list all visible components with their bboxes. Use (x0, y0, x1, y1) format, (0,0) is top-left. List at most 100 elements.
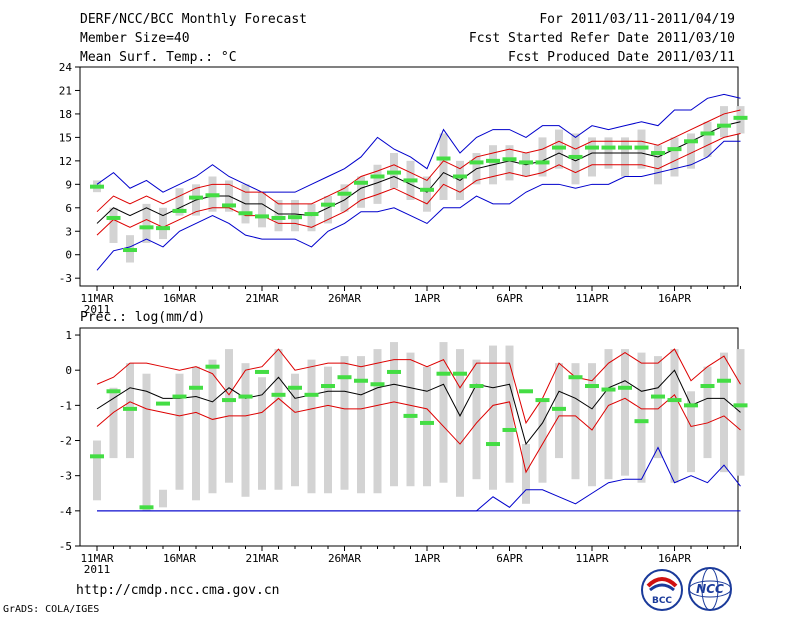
ensemble-box (373, 349, 382, 494)
observed-marker (651, 394, 665, 399)
ensemble-box (109, 387, 118, 459)
ensemble-box (538, 137, 547, 177)
observed-marker (205, 364, 220, 369)
ensemble-box (373, 164, 382, 204)
x-tick-label: 11APR (575, 552, 608, 565)
ensemble-min-line (96, 140, 741, 271)
observed-marker (304, 212, 319, 217)
ensemble-box (390, 342, 398, 487)
observed-marker (156, 401, 170, 406)
x-tick-label: 6APR (496, 292, 523, 305)
observed-marker (90, 184, 104, 189)
ensemble-box (588, 363, 596, 487)
observed-marker (568, 154, 583, 159)
x-tick-label: 26MAR (328, 552, 361, 565)
y-tick-label: -5 (59, 540, 72, 553)
ensemble-box (670, 349, 679, 483)
x-tick-label: 21MAR (245, 292, 278, 305)
observed-marker (370, 382, 385, 387)
ensemble-box (720, 106, 728, 138)
ensemble-box (340, 356, 349, 490)
observed-marker (370, 174, 385, 179)
ensemble-box (472, 359, 481, 480)
observed-marker (189, 195, 203, 200)
variable-label: Mean Surf. Temp.: °C (80, 50, 237, 65)
x-tick-label: 26MAR (328, 292, 361, 305)
y-tick-label: 21 (59, 84, 72, 97)
ensemble-box (258, 377, 266, 490)
observed-marker (535, 398, 550, 403)
bcc-logo: BCC (641, 569, 683, 611)
ensemble-box (505, 145, 514, 181)
plot-frame (79, 66, 739, 287)
observed-marker (403, 178, 418, 183)
observed-marker (618, 385, 632, 390)
ensemble-box (604, 349, 613, 480)
observed-marker (387, 369, 401, 374)
ensemble-box (109, 207, 118, 243)
observed-marker (502, 427, 517, 432)
x-year-label: 2011 (84, 303, 111, 316)
observed-marker (601, 387, 616, 392)
observed-marker (486, 158, 500, 163)
observed-marker (321, 384, 335, 389)
ensemble-box (621, 137, 629, 177)
ensemble-box (142, 373, 151, 511)
ensemble-box (258, 192, 266, 228)
ensemble-box (406, 352, 415, 487)
observed-marker (255, 369, 269, 374)
observed-marker (568, 375, 583, 380)
observed-marker (519, 389, 533, 394)
observed-marker (700, 131, 715, 136)
ensemble-mean-line (96, 121, 741, 224)
observed-marker (354, 180, 368, 185)
observed-marker (337, 191, 352, 196)
ensemble-box (324, 196, 332, 224)
observed-marker (90, 454, 104, 459)
ensemble-box (307, 203, 316, 232)
observed-marker (403, 413, 418, 418)
ensemble-box (522, 444, 530, 504)
observed-marker (651, 151, 665, 156)
source-url[interactable]: http://cmdp.ncc.cma.gov.cn (76, 583, 280, 598)
observed-marker (634, 419, 649, 424)
observed-marker (321, 202, 335, 207)
ensemble-box (505, 345, 514, 483)
y-tick-label: -3 (59, 272, 72, 285)
ncc-logo: NCC (688, 567, 732, 611)
ensemble-box (241, 363, 250, 497)
observed-marker (601, 145, 616, 150)
ensemble-box (423, 366, 431, 487)
y-tick-label: 1 (65, 329, 72, 342)
ensemble-box (357, 356, 365, 494)
ensemble-box (208, 359, 217, 494)
observed-marker (700, 384, 715, 389)
ensemble-box (687, 133, 695, 169)
ensemble-box (93, 440, 101, 501)
observed-marker (667, 398, 682, 403)
observed-marker (634, 145, 649, 150)
observed-marker (519, 160, 533, 165)
precipitation-chart: -5 -4 -3 -2 -1 0 1 11MAR 16MAR 21MAR 26MAR 1APR 6APR… (59, 327, 748, 576)
observed-marker (436, 371, 451, 376)
observed-marker (469, 384, 484, 389)
y-tick-label: 15 (59, 131, 72, 144)
ensemble-box (274, 349, 283, 490)
observed-marker (667, 147, 682, 152)
x-tick-label: 6APR (496, 552, 523, 565)
observed-marker (238, 211, 253, 216)
observed-marker (354, 378, 368, 383)
y-tick-label: 6 (65, 202, 72, 215)
spread-upper-line (96, 109, 741, 213)
member-size: Member Size=40 (80, 31, 190, 46)
x-tick-label: 16APR (658, 552, 691, 565)
ensemble-box (439, 342, 448, 483)
spread-lower-line (96, 394, 741, 474)
observed-marker (156, 226, 170, 231)
observed-marker (123, 248, 137, 253)
observed-marker (535, 160, 550, 165)
observed-marker (139, 225, 154, 230)
observed-marker (552, 145, 566, 150)
observed-marker (453, 174, 467, 179)
